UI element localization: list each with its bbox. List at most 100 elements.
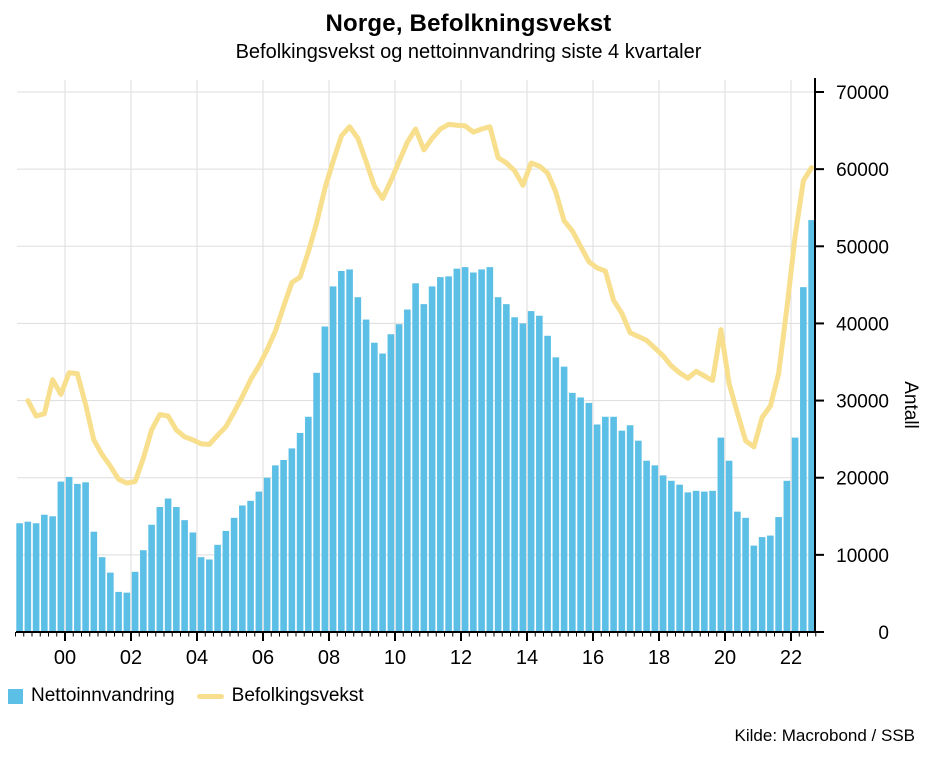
bar-nettoinnvandring (230, 517, 238, 632)
bar-nettoinnvandring (651, 465, 659, 632)
bar-nettoinnvandring (65, 476, 73, 632)
bar-nettoinnvandring (156, 507, 164, 632)
bar-nettoinnvandring (437, 277, 444, 632)
bar-nettoinnvandring (255, 491, 263, 632)
bar-nettoinnvandring (222, 530, 230, 632)
x-tick-label: 18 (648, 647, 670, 669)
bar-nettoinnvandring (758, 537, 766, 632)
bar-nettoinnvandring (296, 432, 304, 632)
bar-nettoinnvandring (544, 335, 551, 632)
bar-nettoinnvandring (32, 523, 40, 632)
bar-nettoinnvandring (626, 425, 634, 632)
bar-nettoinnvandring (239, 505, 246, 632)
bar-nettoinnvandring (214, 544, 221, 632)
source-credit: Kilde: Macrobond / SSB (734, 726, 915, 745)
bar-nettoinnvandring (428, 286, 436, 632)
y-tick-label: 30000 (836, 392, 889, 413)
bar-nettoinnvandring (618, 430, 626, 632)
bar-nettoinnvandring (717, 437, 725, 632)
bar-swatch-icon (8, 688, 23, 704)
bar-nettoinnvandring (602, 416, 609, 632)
bar-nettoinnvandring (346, 269, 353, 632)
bar-nettoinnvandring (478, 269, 485, 632)
bar-nettoinnvandring (643, 460, 650, 632)
y-tick-label: 10000 (836, 546, 889, 567)
bar-nettoinnvandring (338, 270, 345, 632)
bar-nettoinnvandring (593, 424, 601, 632)
bar-nettoinnvandring (41, 514, 48, 632)
bar-nettoinnvandring (321, 326, 329, 632)
bar-nettoinnvandring (272, 465, 279, 632)
bar-nettoinnvandring (470, 272, 477, 632)
bar-nettoinnvandring (329, 286, 337, 632)
line-swatch-icon (196, 693, 224, 699)
chart-subtitle: Befolkingsvekst og nettoinnvandring sist… (235, 41, 702, 63)
bar-nettoinnvandring (503, 304, 510, 632)
bar-nettoinnvandring (701, 491, 708, 632)
bar-nettoinnvandring (57, 481, 65, 632)
bar-nettoinnvandring (486, 267, 494, 632)
y-tick-label: 0 (878, 623, 889, 644)
bar-nettoinnvandring (206, 559, 213, 632)
y-tick-label: 70000 (836, 83, 889, 104)
bar-nettoinnvandring (461, 267, 469, 632)
bar-nettoinnvandring (305, 416, 312, 632)
x-tick-label: 16 (582, 647, 604, 669)
x-tick-label: 22 (780, 647, 802, 669)
x-tick-label: 02 (120, 647, 142, 669)
x-tick-label: 04 (186, 647, 208, 669)
bar-nettoinnvandring (115, 591, 122, 632)
bar-nettoinnvandring (453, 268, 461, 632)
bar-nettoinnvandring (379, 353, 386, 632)
bar-nettoinnvandring (148, 524, 155, 632)
bar-nettoinnvandring (131, 571, 139, 632)
bar-nettoinnvandring (635, 440, 642, 632)
bar-nettoinnvandring (49, 516, 56, 632)
bar-nettoinnvandring (494, 297, 502, 632)
bar-nettoinnvandring (610, 416, 617, 632)
bar-nettoinnvandring (750, 545, 758, 632)
bar-nettoinnvandring (387, 334, 395, 632)
bar-nettoinnvandring (676, 484, 683, 632)
bar-nettoinnvandring (519, 323, 527, 632)
bar-nettoinnvandring (82, 482, 89, 632)
legend-label-nettoinnvandring: Nettoinnvandring (31, 685, 175, 706)
bar-nettoinnvandring (585, 402, 593, 632)
x-tick-label: 08 (318, 647, 340, 669)
bar-nettoinnvandring (280, 459, 287, 632)
legend-item-befolkingsvekst: Befolkingsvekst (196, 685, 364, 707)
bar-nettoinnvandring (511, 317, 518, 632)
bar-nettoinnvandring (362, 319, 370, 632)
bar-nettoinnvandring (395, 324, 403, 632)
bar-nettoinnvandring (164, 498, 172, 632)
bar-nettoinnvandring (692, 490, 700, 632)
bar-nettoinnvandring (709, 490, 716, 632)
bar-nettoinnvandring (16, 523, 23, 632)
bar-nettoinnvandring (98, 557, 106, 632)
x-tick-label: 10 (384, 647, 406, 669)
bar-nettoinnvandring (107, 572, 114, 632)
y-tick-label: 50000 (836, 237, 889, 258)
bar-nettoinnvandring (577, 397, 584, 632)
bar-nettoinnvandring (725, 460, 733, 632)
bar-nettoinnvandring (181, 520, 188, 632)
y-tick-label: 40000 (836, 314, 889, 335)
bar-nettoinnvandring (684, 492, 692, 632)
bar-nettoinnvandring (775, 517, 782, 632)
bar-nettoinnvandring (140, 550, 147, 632)
bar-nettoinnvandring (197, 557, 205, 632)
y-axis-title: Antall (900, 381, 921, 429)
bar-nettoinnvandring (800, 287, 807, 632)
bar-nettoinnvandring (420, 304, 428, 632)
x-tick-label: 20 (714, 647, 736, 669)
bar-nettoinnvandring (767, 535, 774, 632)
x-tick-label: 06 (252, 647, 274, 669)
bar-nettoinnvandring (527, 311, 535, 632)
legend-item-nettoinnvandring: Nettoinnvandring (8, 685, 175, 707)
bar-nettoinnvandring (668, 480, 675, 632)
bar-nettoinnvandring (445, 276, 452, 632)
chart-title: Norge, Befolkningsvekst (325, 10, 612, 37)
bar-nettoinnvandring (123, 592, 131, 632)
bar-nettoinnvandring (783, 480, 791, 632)
